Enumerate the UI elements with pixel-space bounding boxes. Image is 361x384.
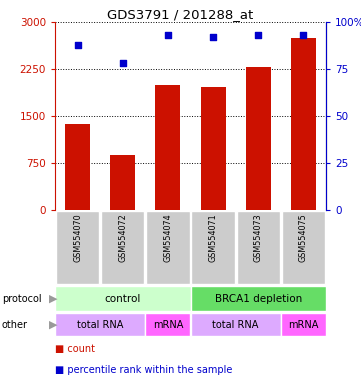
Text: mRNA: mRNA <box>153 319 183 329</box>
Text: total RNA: total RNA <box>77 319 123 329</box>
Bar <box>110 156 135 210</box>
Text: other: other <box>2 319 28 329</box>
Text: GSM554073: GSM554073 <box>254 213 263 262</box>
Point <box>165 32 171 38</box>
Bar <box>191 211 235 284</box>
Text: GSM554075: GSM554075 <box>299 213 308 262</box>
Bar <box>65 124 90 210</box>
Text: GSM554071: GSM554071 <box>209 213 218 262</box>
Bar <box>101 211 144 284</box>
Text: GSM554074: GSM554074 <box>164 213 173 262</box>
Text: GDS3791 / 201288_at: GDS3791 / 201288_at <box>107 8 254 22</box>
Point <box>120 60 126 66</box>
Bar <box>191 286 326 311</box>
Bar <box>291 38 316 210</box>
Point <box>255 32 261 38</box>
Bar <box>156 84 180 210</box>
Bar <box>146 211 190 284</box>
Bar <box>145 313 191 336</box>
Text: GSM554072: GSM554072 <box>118 213 127 262</box>
Bar <box>236 211 280 284</box>
Text: mRNA: mRNA <box>288 319 319 329</box>
Bar <box>56 211 99 284</box>
Bar <box>246 67 271 210</box>
Bar <box>282 211 325 284</box>
Text: control: control <box>105 293 141 303</box>
Bar <box>55 286 191 311</box>
Bar <box>281 313 326 336</box>
Point <box>300 32 306 38</box>
Bar <box>191 313 281 336</box>
Text: GSM554070: GSM554070 <box>73 213 82 262</box>
Text: ▶: ▶ <box>49 293 57 303</box>
Text: protocol: protocol <box>2 293 42 303</box>
Point <box>75 41 81 48</box>
Text: ■ count: ■ count <box>55 344 95 354</box>
Bar <box>201 86 226 210</box>
Text: ▶: ▶ <box>49 319 57 329</box>
Point <box>210 34 216 40</box>
Text: total RNA: total RNA <box>213 319 259 329</box>
Bar <box>55 313 145 336</box>
Text: ■ percentile rank within the sample: ■ percentile rank within the sample <box>55 365 232 375</box>
Text: BRCA1 depletion: BRCA1 depletion <box>215 293 302 303</box>
